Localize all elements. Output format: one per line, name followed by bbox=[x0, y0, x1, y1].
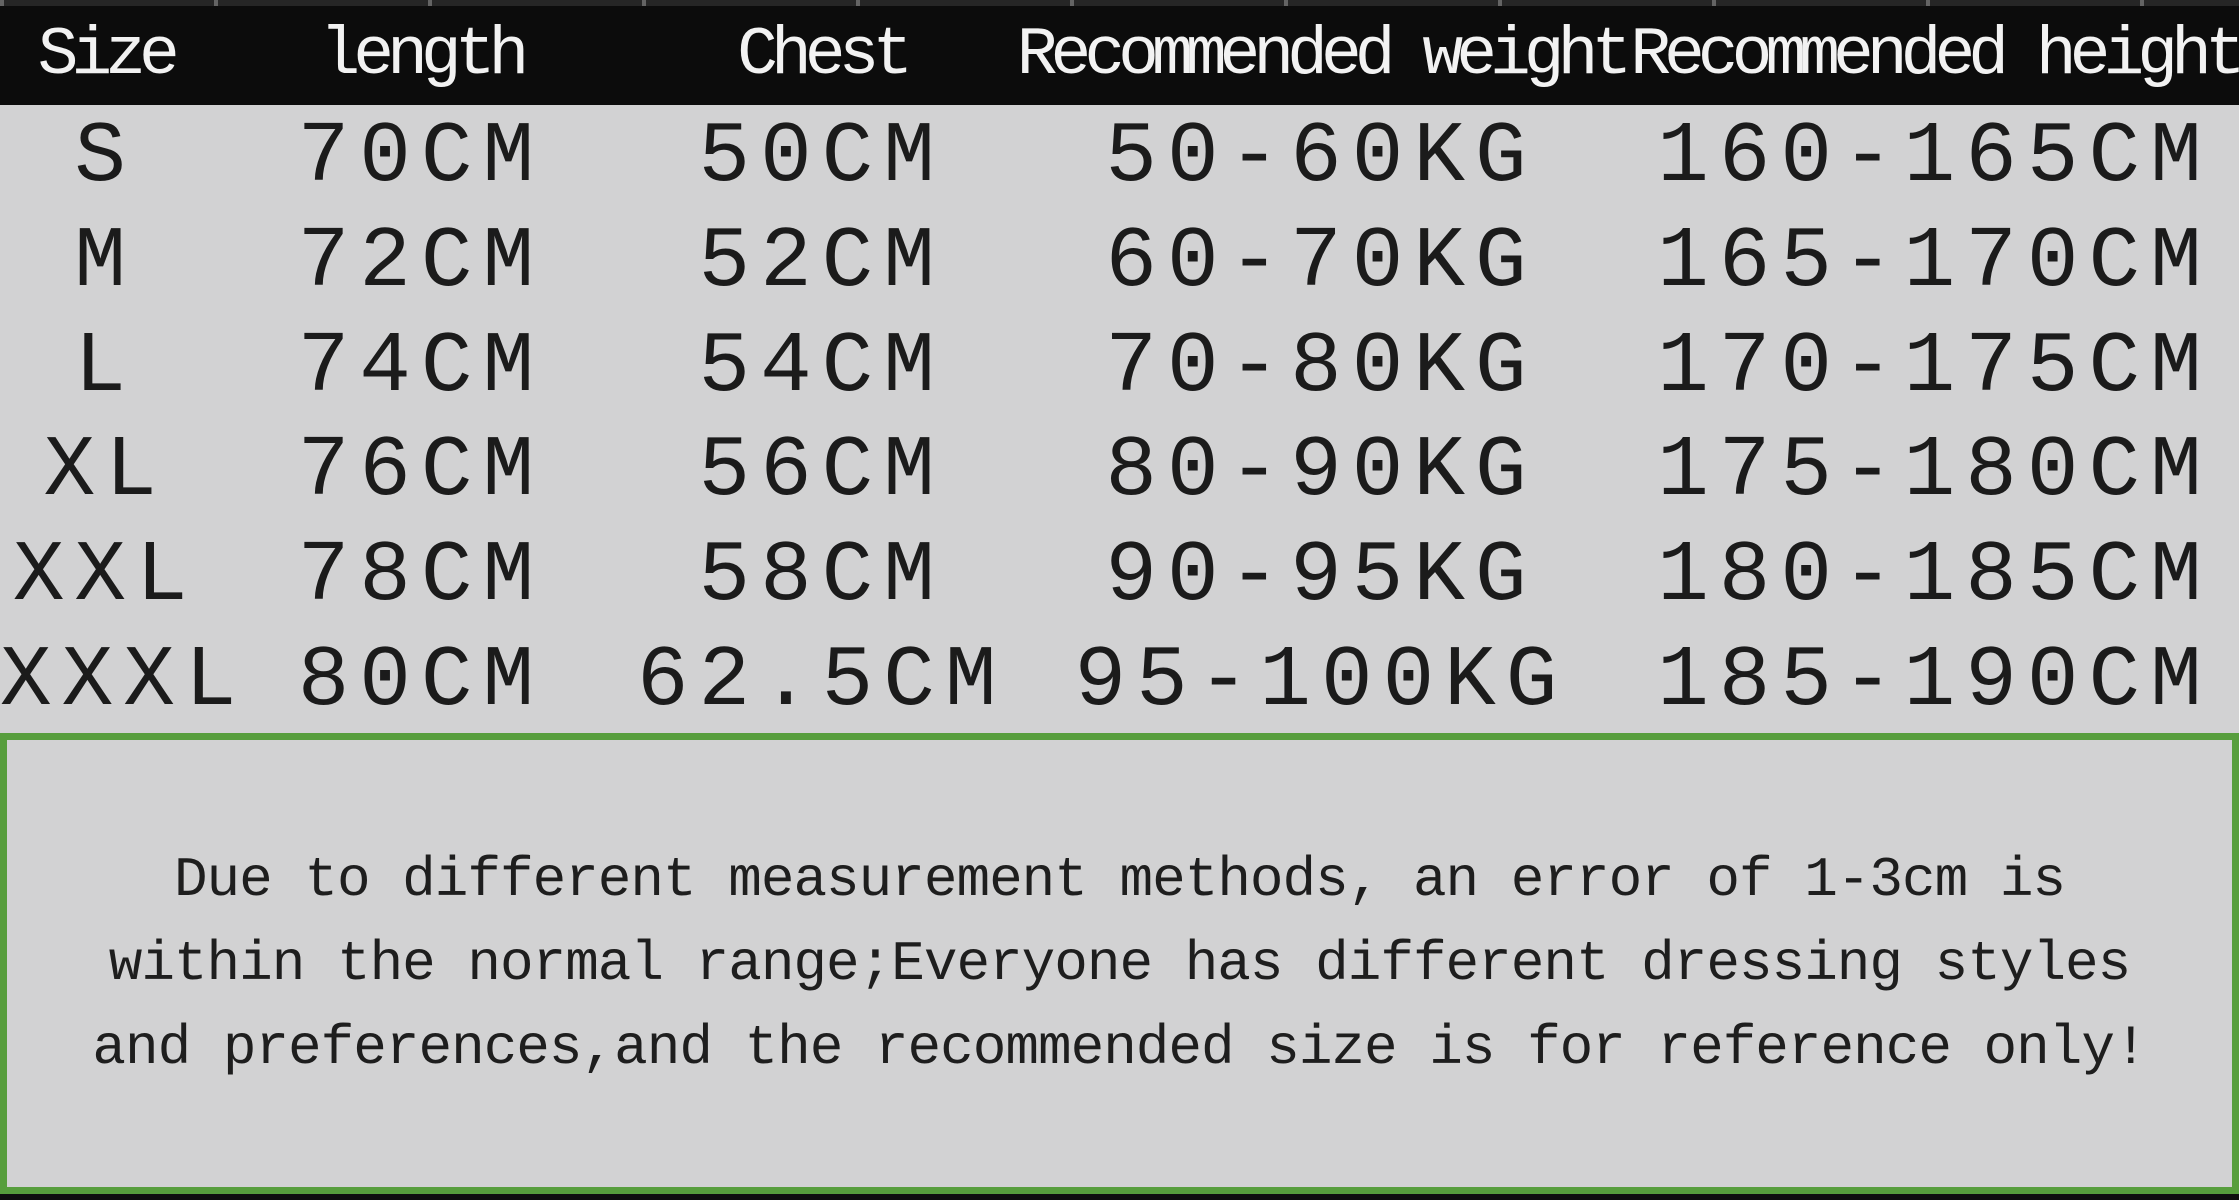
table-row-l: L 74CM 54CM 70-80KG 170-175CM bbox=[0, 314, 2239, 419]
table-body: S 70CM 50CM 50-60KG 160-165CM M 72CM 52C… bbox=[0, 105, 2239, 733]
table-header-row: Size length Chest Recommended weight Rec… bbox=[0, 6, 2239, 105]
col-header-recommended-weight: Recommended weight bbox=[1016, 17, 1633, 94]
bottom-edge-strip bbox=[0, 1194, 2239, 1200]
cell-size: XXL bbox=[12, 526, 198, 625]
cell-size: S bbox=[74, 108, 137, 207]
cell-height: 175-180CM bbox=[1657, 422, 2212, 521]
cell-size: XXXL bbox=[0, 631, 247, 730]
col-header-size: Size bbox=[37, 17, 180, 94]
cell-height: 180-185CM bbox=[1657, 526, 2212, 625]
cell-length: 80CM bbox=[297, 631, 545, 730]
cell-length: 74CM bbox=[297, 317, 545, 416]
table-row-m: M 72CM 52CM 60-70KG 165-170CM bbox=[0, 210, 2239, 315]
note-line: within the normal range;Everyone has dif… bbox=[108, 931, 2132, 996]
cell-length: 78CM bbox=[297, 526, 545, 625]
cell-size: M bbox=[74, 212, 137, 311]
table-row-xl: XL 76CM 56CM 80-90KG 175-180CM bbox=[0, 419, 2239, 524]
cell-chest: 52CM bbox=[698, 212, 945, 311]
cell-weight: 50-60KG bbox=[1105, 108, 1537, 207]
cell-size: L bbox=[74, 317, 137, 416]
note-line: Due to different measurement methods, an… bbox=[173, 847, 2066, 912]
cell-chest: 62.5CM bbox=[636, 631, 1007, 730]
cell-length: 70CM bbox=[297, 108, 545, 207]
table-row-s: S 70CM 50CM 50-60KG 160-165CM bbox=[0, 105, 2239, 210]
cell-weight: 60-70KG bbox=[1105, 212, 1537, 311]
note-line: and preferences,and the recommended size… bbox=[92, 1015, 2147, 1080]
cell-weight: 95-100KG bbox=[1074, 631, 1568, 730]
cell-weight: 80-90KG bbox=[1105, 422, 1537, 521]
cell-chest: 56CM bbox=[698, 422, 945, 521]
disclaimer-note-box: Due to different measurement methods, an… bbox=[0, 733, 2239, 1194]
cell-chest: 54CM bbox=[698, 317, 945, 416]
col-header-recommended-height: Recommended height bbox=[1630, 17, 2239, 94]
cell-size: XL bbox=[43, 422, 167, 521]
cell-weight: 90-95KG bbox=[1105, 526, 1537, 625]
table-row-xxl: XXL 78CM 58CM 90-95KG 180-185CM bbox=[0, 524, 2239, 629]
cell-height: 185-190CM bbox=[1657, 631, 2212, 730]
cell-length: 76CM bbox=[297, 422, 545, 521]
cell-height: 170-175CM bbox=[1657, 317, 2212, 416]
cell-height: 160-165CM bbox=[1657, 108, 2212, 207]
cell-chest: 58CM bbox=[698, 526, 945, 625]
table-row-xxxl: XXXL 80CM 62.5CM 95-100KG 185-190CM bbox=[0, 628, 2239, 733]
cell-weight: 70-80KG bbox=[1105, 317, 1537, 416]
col-header-length: length bbox=[319, 17, 529, 94]
top-edge-strip bbox=[0, 0, 2239, 6]
col-header-chest: Chest bbox=[737, 17, 913, 94]
cell-chest: 50CM bbox=[698, 108, 945, 207]
cell-height: 165-170CM bbox=[1657, 212, 2212, 311]
cell-length: 72CM bbox=[297, 212, 545, 311]
